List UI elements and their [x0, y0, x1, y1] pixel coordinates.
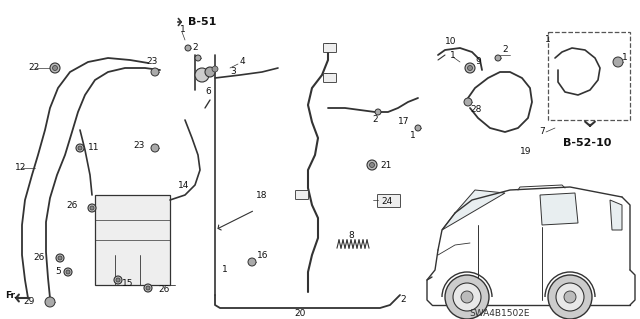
Text: 1: 1: [450, 50, 456, 60]
Circle shape: [495, 55, 501, 61]
Circle shape: [248, 258, 256, 266]
FancyBboxPatch shape: [378, 195, 401, 207]
Text: 11: 11: [88, 144, 99, 152]
Circle shape: [613, 57, 623, 67]
Circle shape: [78, 146, 82, 150]
Text: 8: 8: [348, 231, 354, 240]
Text: 18: 18: [256, 190, 268, 199]
Circle shape: [212, 66, 218, 72]
FancyBboxPatch shape: [296, 190, 308, 199]
Text: 25: 25: [296, 190, 308, 199]
Circle shape: [144, 284, 152, 292]
Text: 2: 2: [192, 43, 198, 53]
Text: Fr.: Fr.: [5, 292, 17, 300]
Polygon shape: [610, 200, 622, 230]
Circle shape: [453, 283, 481, 311]
Circle shape: [548, 275, 592, 319]
Text: 16: 16: [257, 250, 269, 259]
Text: 10: 10: [445, 38, 456, 47]
Circle shape: [52, 65, 58, 70]
Circle shape: [464, 98, 472, 106]
Text: 20: 20: [294, 308, 306, 317]
Text: 6: 6: [205, 87, 211, 97]
Text: 22: 22: [28, 63, 39, 72]
Circle shape: [445, 275, 489, 319]
Circle shape: [205, 67, 215, 77]
Text: 28: 28: [470, 106, 481, 115]
Text: 1: 1: [545, 35, 551, 44]
Text: 26: 26: [34, 254, 45, 263]
FancyBboxPatch shape: [323, 73, 337, 83]
Text: 19: 19: [520, 147, 531, 157]
Text: 1: 1: [410, 130, 416, 139]
Text: 1: 1: [222, 265, 228, 275]
Circle shape: [50, 63, 60, 73]
Circle shape: [375, 109, 381, 115]
Text: 23: 23: [147, 57, 157, 66]
Text: B-51: B-51: [188, 17, 216, 27]
Circle shape: [369, 162, 374, 167]
Text: 3: 3: [230, 68, 236, 77]
Text: 12: 12: [15, 164, 26, 173]
Text: 29: 29: [24, 298, 35, 307]
FancyBboxPatch shape: [323, 43, 337, 53]
Text: 24: 24: [381, 197, 392, 205]
FancyBboxPatch shape: [95, 195, 170, 285]
Text: 27: 27: [324, 43, 336, 53]
Polygon shape: [442, 190, 505, 230]
Text: 13: 13: [324, 73, 336, 83]
Circle shape: [461, 291, 473, 303]
Circle shape: [195, 55, 201, 61]
Circle shape: [185, 45, 191, 51]
Text: 23: 23: [134, 140, 145, 150]
Circle shape: [66, 270, 70, 274]
Text: 17: 17: [398, 117, 410, 127]
Circle shape: [195, 68, 209, 82]
Text: 15: 15: [122, 278, 134, 287]
Circle shape: [151, 144, 159, 152]
Circle shape: [90, 206, 94, 210]
Text: 1: 1: [622, 54, 628, 63]
Circle shape: [88, 204, 96, 212]
Text: 4: 4: [240, 57, 246, 66]
Circle shape: [58, 256, 62, 260]
Text: 9: 9: [475, 57, 481, 66]
Text: 5: 5: [55, 268, 61, 277]
Circle shape: [56, 254, 64, 262]
Text: 1: 1: [180, 26, 186, 34]
Text: 21: 21: [380, 160, 392, 169]
Circle shape: [564, 291, 576, 303]
Circle shape: [367, 160, 377, 170]
Text: 2: 2: [400, 295, 406, 305]
Text: SWA4B1502E: SWA4B1502E: [470, 308, 531, 317]
Circle shape: [116, 278, 120, 282]
Circle shape: [465, 63, 475, 73]
Circle shape: [76, 144, 84, 152]
Text: 7: 7: [540, 128, 545, 137]
Text: 26: 26: [67, 201, 78, 210]
Bar: [548, 32, 630, 120]
Text: 14: 14: [178, 181, 189, 189]
Circle shape: [151, 68, 159, 76]
Text: B-52-10: B-52-10: [563, 138, 611, 148]
Text: 26: 26: [158, 286, 170, 294]
Polygon shape: [540, 193, 578, 225]
Circle shape: [556, 283, 584, 311]
Text: 2: 2: [372, 115, 378, 124]
Circle shape: [45, 297, 55, 307]
Text: 2: 2: [502, 46, 508, 55]
Circle shape: [146, 286, 150, 290]
Circle shape: [64, 268, 72, 276]
Circle shape: [415, 125, 421, 131]
Circle shape: [114, 276, 122, 284]
Circle shape: [467, 65, 472, 70]
